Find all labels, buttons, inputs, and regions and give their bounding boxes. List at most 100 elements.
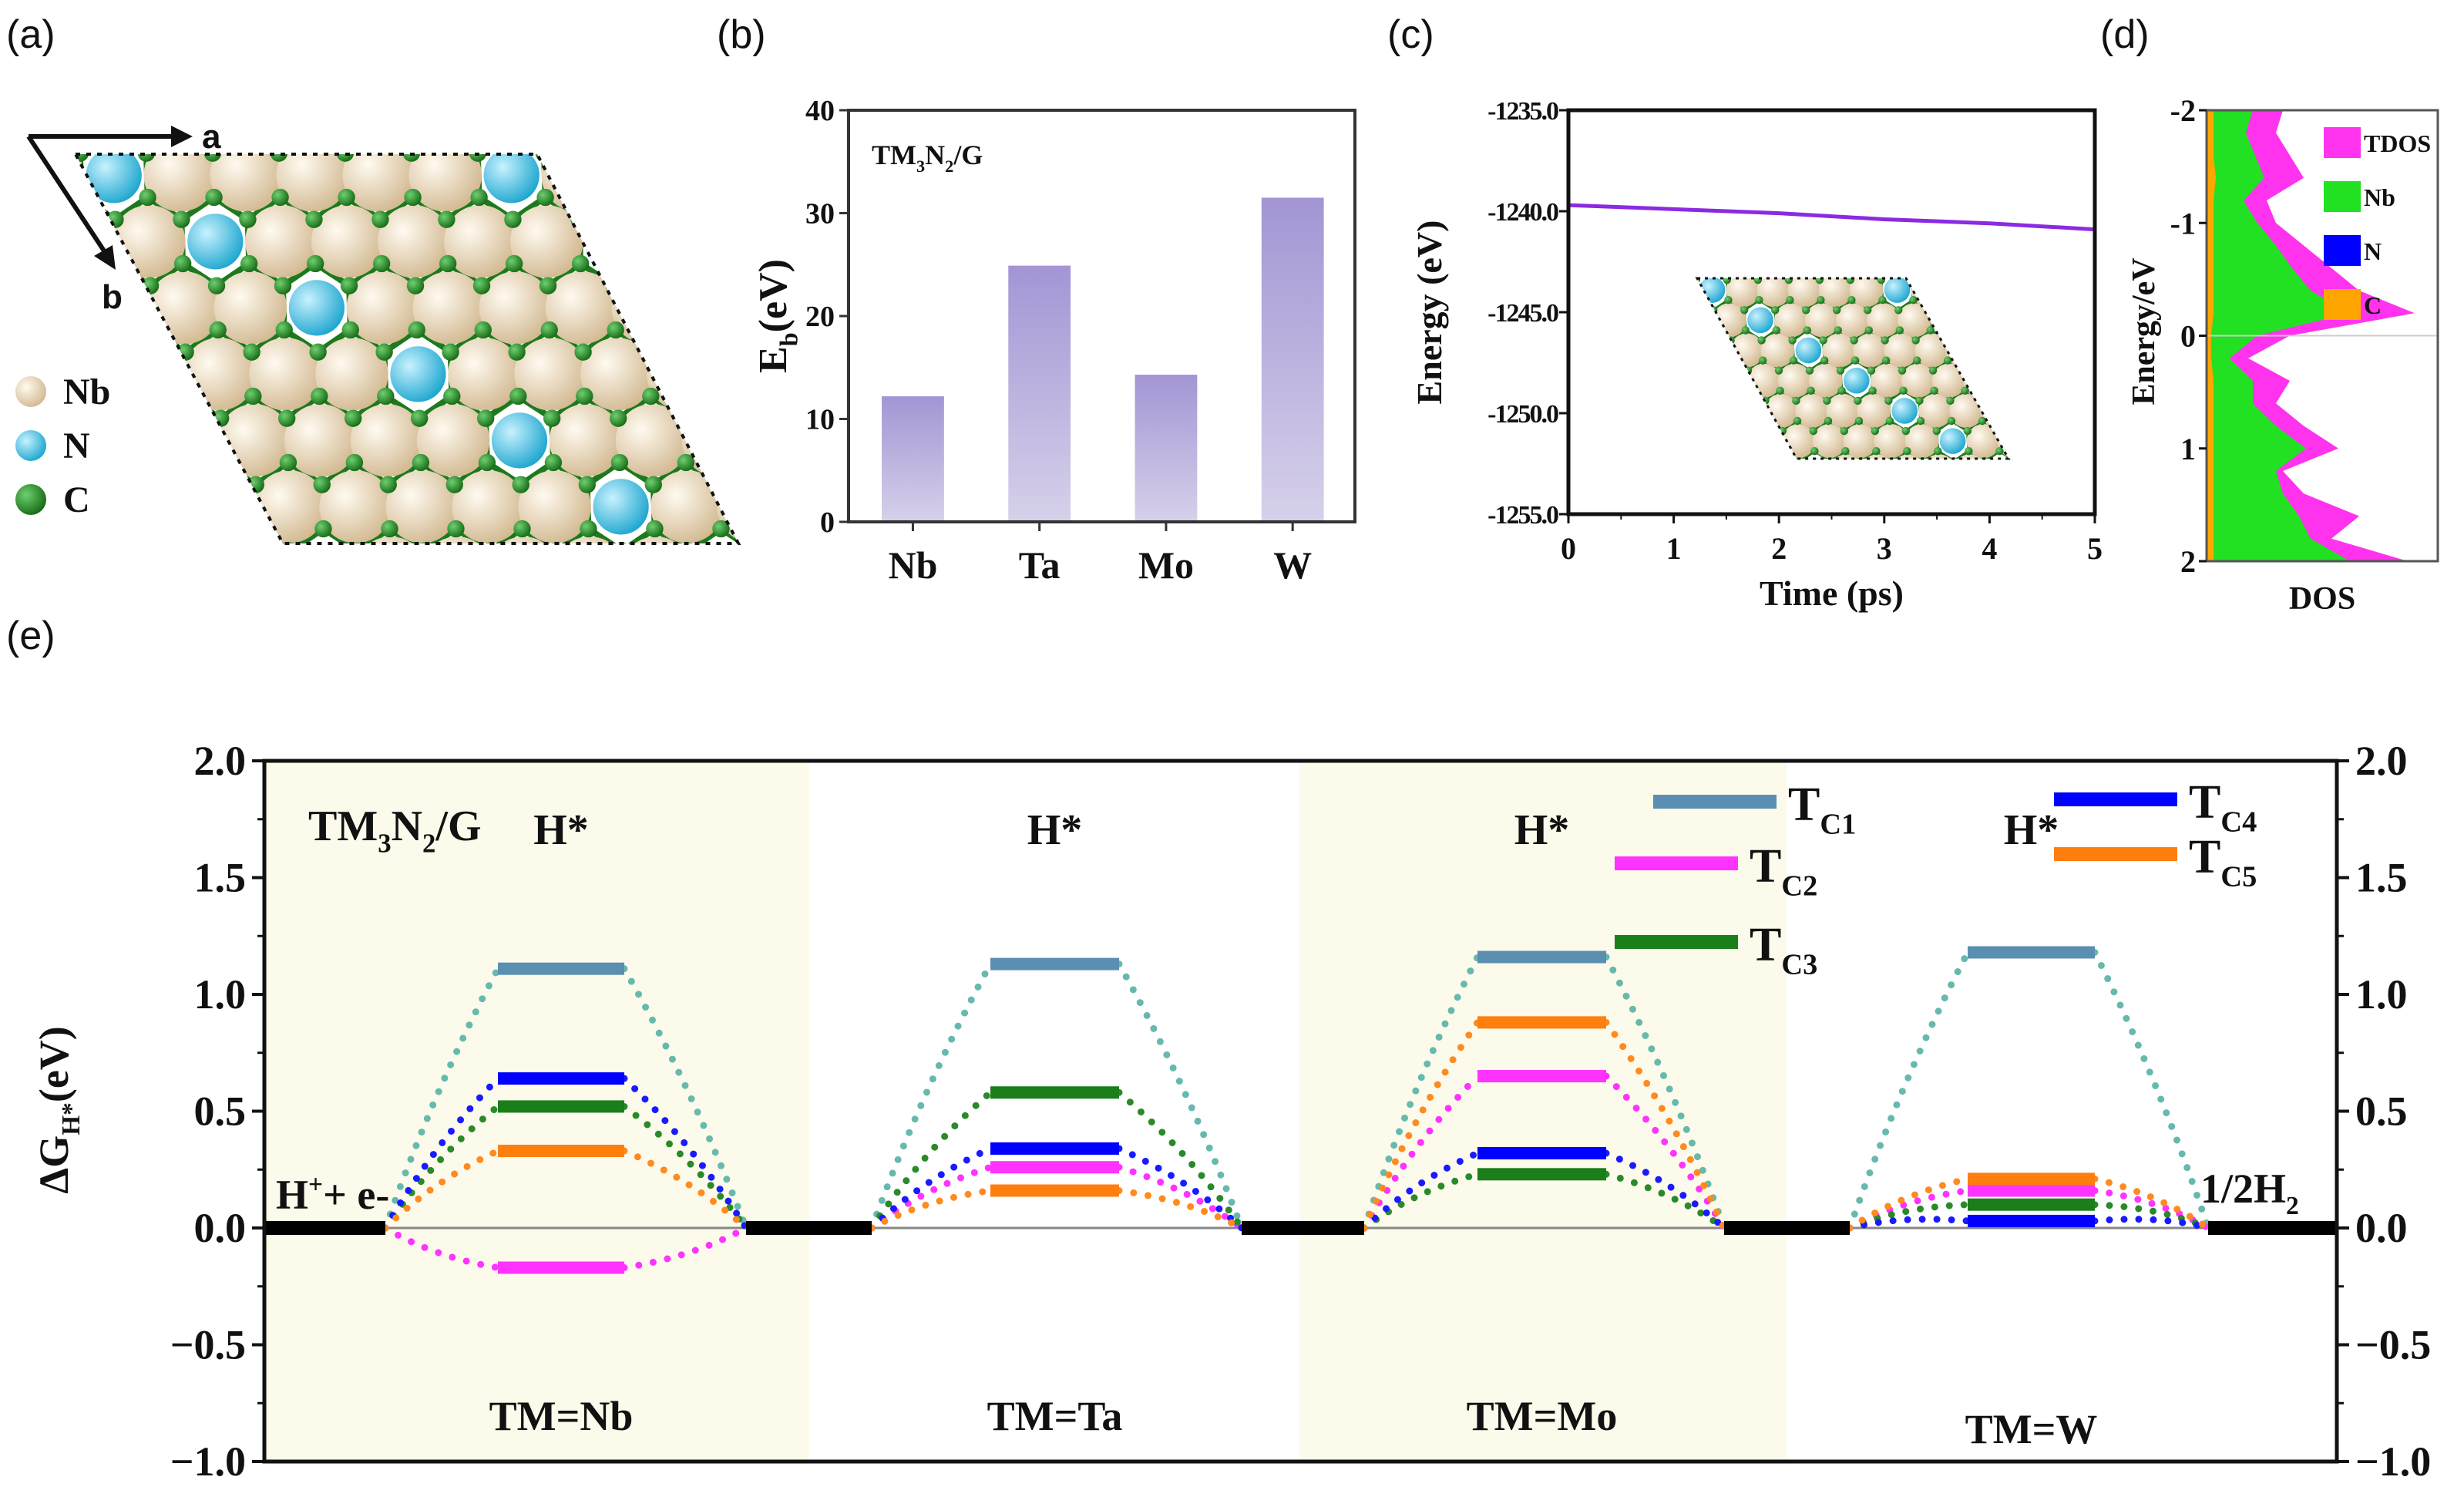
carbon-atom (369, 123, 386, 140)
nb-atom (1777, 363, 1812, 398)
nb-atom (2255, 605, 2289, 639)
c-c-bond (1642, 401, 1643, 421)
c-c-bond (1258, 750, 1259, 794)
c-c-bond (842, 131, 876, 153)
c-c-bond (2071, 602, 2086, 612)
nb-atom (2146, 575, 2180, 609)
c-c-bond (1516, 361, 1532, 371)
c-c-bond (2270, 582, 2271, 602)
carbon-atom (578, 476, 596, 493)
carbon-atom (665, 56, 682, 73)
c-c-bond (1095, 860, 1129, 883)
nb-atom (241, 72, 314, 146)
c-c-bond (2163, 612, 2165, 632)
carbon-atom (412, 453, 430, 472)
c-c-bond (1832, 481, 1848, 491)
carbon-atom (1867, 366, 1876, 375)
c-c-bond (2035, 280, 2037, 300)
c-c-bond (690, 595, 724, 617)
carbon-atom (406, 277, 425, 294)
c-c-bond (1074, 131, 1107, 153)
carbon-atom (106, 210, 124, 228)
c-c-bond (1467, 310, 1468, 330)
c-c-bond (659, 661, 693, 684)
subscript: H* (57, 1102, 86, 1135)
carbon-atom (1985, 266, 1992, 274)
carbon-atom (1755, 296, 1763, 304)
nb-atom (1158, 802, 1231, 875)
carbon-atom (318, 653, 335, 670)
c-c-bond (2136, 421, 2153, 431)
c-c-bond (1577, 330, 1592, 340)
free-energy-diagram: −1.0 −1.0−0.5 −0.50.0 0.00.5 0.51.0 1.01.5 1.5… (31, 738, 2431, 1485)
c-c-bond (18, 264, 50, 286)
c-c-bond (1820, 552, 1822, 572)
c-c-bond (1158, 728, 1192, 750)
carbon-atom (500, 78, 517, 95)
carbon-atom (2118, 427, 2126, 435)
carbon-atom (1114, 653, 1131, 670)
c-c-bond (1324, 728, 1356, 750)
nb-atom (190, 603, 264, 676)
c-c-bond (2143, 512, 2157, 522)
n-atom (2125, 428, 2151, 454)
carbon-atom (2162, 397, 2170, 405)
legend-label-tc5: TC5 (2189, 831, 2257, 893)
carbon-atom (2096, 568, 2103, 576)
c-c-bond (1923, 210, 1939, 220)
n-atom (1891, 398, 1918, 424)
superscript: + (308, 1170, 323, 1199)
carbon-atom (1683, 387, 1691, 395)
y-tick-label-right: 0.5 (2355, 1088, 2408, 1135)
c-c-bond (993, 728, 1025, 750)
nb-atom (553, 537, 627, 543)
c-c-bond (896, 816, 897, 860)
c-c-bond (2239, 572, 2254, 582)
c-c-bond (1622, 582, 1624, 602)
md-structure-inset (1467, 205, 2289, 639)
carbon-atom (110, 343, 128, 361)
carbon-atom (1774, 366, 1783, 375)
c-c-bond (973, 65, 1005, 87)
c-c-bond (2005, 542, 2020, 552)
carbon-atom (1921, 246, 1929, 254)
carbon-atom (551, 674, 568, 691)
carbon-atom (1477, 276, 1484, 284)
c-c-bond (1653, 582, 1655, 602)
c-c-bond (1227, 794, 1259, 816)
c-c-bond (1188, 595, 1220, 617)
carbon-atom (1827, 205, 1834, 213)
c-c-bond (1729, 340, 1733, 361)
c-c-bond (1961, 582, 1963, 602)
c-c-bond (1511, 280, 1513, 300)
connector-dotted-line (868, 960, 994, 1232)
nb-atom (549, 404, 623, 477)
nb-atom (2029, 424, 2062, 458)
n-atom (796, 611, 852, 667)
c-c-bond (560, 684, 562, 728)
nb-atom (1726, 278, 1760, 308)
nb-atom (1843, 424, 1877, 459)
c-c-bond (1701, 612, 1703, 632)
c-c-bond (2171, 481, 2187, 491)
y-tick-label: 2 (2180, 544, 2196, 579)
carbon-atom (2114, 366, 2122, 374)
c-c-bond (1293, 816, 1295, 860)
c-c-bond (1709, 250, 1711, 270)
carbon-atom (966, 123, 983, 140)
nb-atom (1733, 393, 1768, 428)
carbon-atom (1608, 417, 1616, 425)
carbon-atom (1316, 741, 1333, 758)
nb-atom (1545, 334, 1578, 368)
c-c-bond (69, 860, 101, 883)
nb-atom (2005, 545, 2039, 579)
nb-atom (2158, 273, 2192, 307)
carbon-atom (1625, 427, 1632, 435)
c-c-bond (23, 463, 57, 485)
nb-atom (2007, 333, 2009, 368)
c-c-bond (2071, 361, 2087, 371)
nb-atom (73, 6, 146, 79)
carbon-atom (1697, 278, 1701, 284)
carbon-atom (114, 476, 132, 493)
carbon-atom (1632, 548, 1639, 556)
